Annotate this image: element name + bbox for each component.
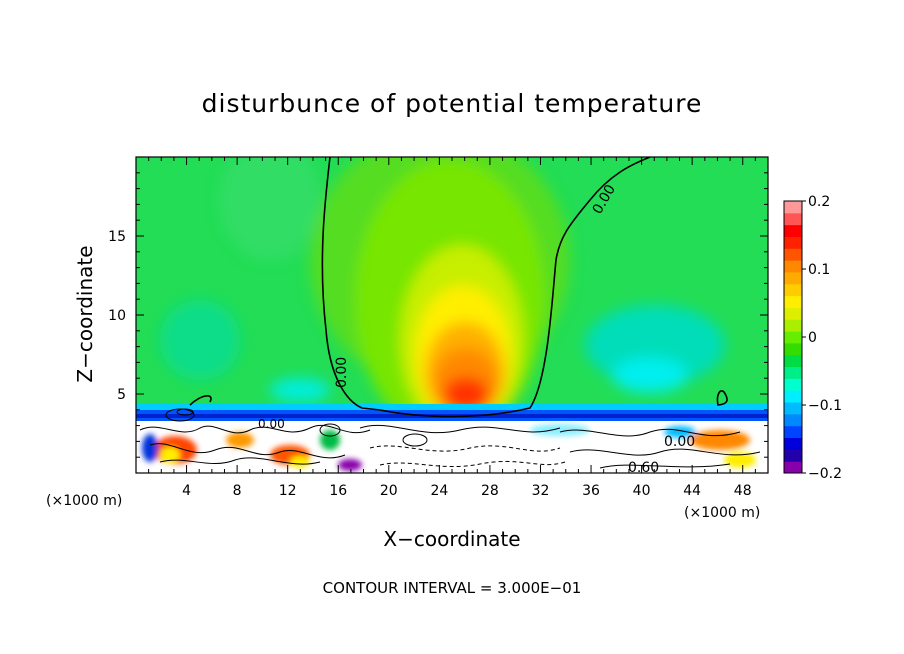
y-tick-label: 10 [108, 308, 126, 324]
colorbar-swatch [784, 402, 802, 415]
plot-area: 0.00 0.00 0.00 0.00 0.60 [136, 157, 768, 476]
colorbar-swatch [784, 425, 802, 439]
x-tick-label: 44 [683, 483, 701, 499]
x-tick-label: 28 [481, 483, 499, 499]
x-tick-label: 4 [182, 483, 191, 499]
colorbar-swatch [784, 390, 802, 403]
x-tick-label: 32 [532, 483, 550, 499]
x-axis: 4 8 12 16 20 24 28 32 36 40 44 48 [148, 157, 756, 499]
colorbar-swatch [784, 212, 802, 226]
x-unit-right: (×1000 m) [684, 505, 760, 521]
turbulent-contours [139, 408, 761, 469]
contour-label-3: 0.00 [258, 417, 285, 431]
field-blobs [160, 157, 725, 440]
colorbar-swatch [784, 283, 802, 297]
x-tick-label: 48 [734, 483, 752, 499]
contour-labels: 0.00 0.00 0.00 0.00 0.60 [258, 182, 695, 476]
contour-interval: CONTOUR INTERVAL = 3.000E−01 [323, 579, 582, 597]
x-tick-label: 12 [279, 483, 297, 499]
chart-title: disturbunce of potential temperature [202, 89, 703, 118]
colorbar-swatch [784, 331, 802, 344]
x-tick-label: 36 [582, 483, 600, 499]
colorbar-tick-label: 0.2 [808, 194, 830, 210]
colorbar-swatch [784, 378, 802, 391]
colorbar-swatch [784, 437, 802, 450]
zero-contour-left [321, 157, 651, 418]
colorbar-tick-label: −0.2 [808, 466, 842, 482]
colorbar-swatch [784, 307, 802, 320]
colorbar-swatch [784, 224, 802, 237]
y-axis: 5 10 15 [108, 172, 768, 458]
cyan-band [136, 404, 768, 410]
x-tick-label: 16 [329, 483, 347, 499]
colorbar-swatch [784, 461, 802, 474]
colorbar-swatch [784, 295, 802, 308]
x-tick-label: 24 [430, 483, 448, 499]
colorbar-swatch [784, 260, 802, 273]
colorbar-tick-label: 0.1 [808, 262, 830, 278]
colorbar-tick-label: 0 [808, 330, 817, 346]
x-tick-label: 20 [380, 483, 398, 499]
colorbar: 0.2 0.1 0 −0.1 −0.2 [783, 194, 842, 482]
colorbar-swatch [784, 236, 802, 249]
x-tick-label: 8 [233, 483, 242, 499]
x-axis-label: X−coordinate [383, 527, 520, 551]
contour-label-2: 0.00 [334, 357, 350, 388]
x-unit-left: (×1000 m) [46, 493, 122, 509]
colorbar-swatch [784, 354, 802, 368]
light-region-topleft [220, 157, 320, 260]
colorbar-swatch [784, 248, 802, 261]
colorbar-tick-label: −0.1 [808, 398, 842, 414]
colorbar-swatch [784, 366, 802, 379]
y-tick-label: 15 [108, 229, 126, 245]
y-tick-label: 5 [117, 387, 126, 403]
contour-lines [189, 157, 728, 418]
colorbar-swatch [784, 319, 802, 332]
cool-region-left [160, 300, 240, 380]
contour-label-5: 0.60 [628, 460, 659, 476]
colorbar-swatch [784, 201, 802, 214]
small-contour-right [716, 390, 728, 406]
x-tick-label: 40 [633, 483, 651, 499]
small-contour-left [189, 395, 212, 406]
colorbar-swatch [784, 342, 802, 356]
contour-label-4: 0.00 [664, 434, 695, 450]
colorbar-swatch [784, 271, 802, 285]
colorbar-swatch [784, 449, 802, 462]
y-axis-label: Z−coordinate [73, 245, 97, 382]
cyan-region-left [270, 378, 330, 402]
cyan-region-right [612, 357, 688, 393]
colorbar-swatch [784, 413, 802, 427]
